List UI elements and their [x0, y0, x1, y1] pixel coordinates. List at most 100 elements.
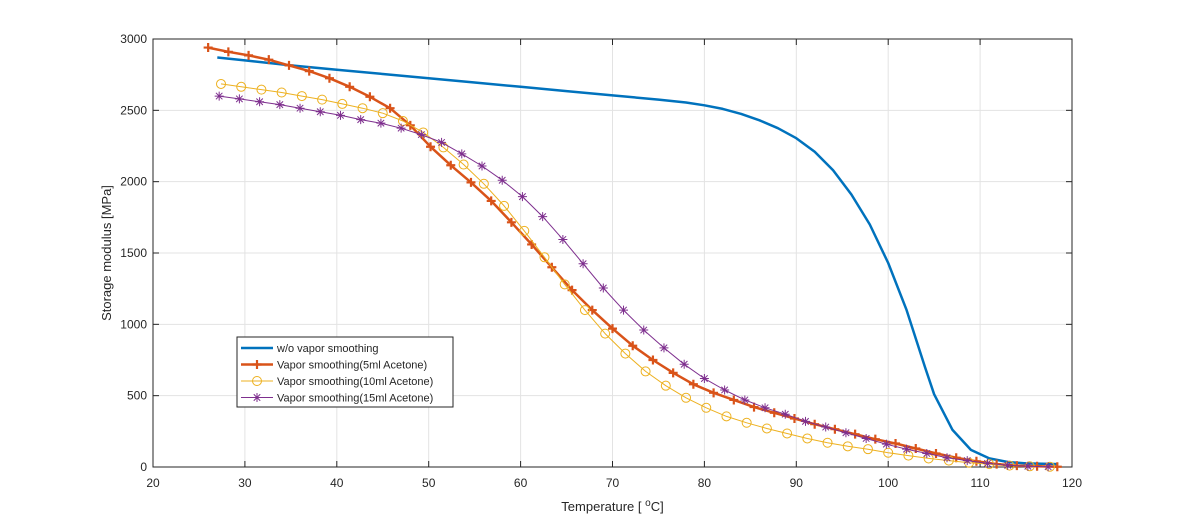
data-point — [416, 130, 426, 140]
data-point — [620, 348, 631, 359]
data-point — [701, 402, 712, 413]
legend-entry: Vapor smoothing(5ml Acetone) — [241, 360, 427, 372]
data-point — [457, 149, 467, 159]
data-point — [437, 137, 447, 147]
data-point — [244, 50, 254, 60]
data-point — [223, 47, 233, 57]
data-point — [497, 175, 507, 185]
data-point — [640, 366, 651, 377]
data-point — [861, 433, 871, 443]
data-point — [729, 395, 739, 405]
data-point — [870, 434, 880, 444]
data-point — [931, 448, 941, 458]
data-point — [365, 92, 375, 102]
data-point — [648, 355, 658, 365]
data-point — [234, 94, 244, 104]
data-point — [396, 123, 406, 133]
data-point — [598, 283, 608, 293]
data-point — [802, 433, 813, 444]
x-axis-label-main: Temperature [ — [561, 499, 645, 514]
data-point — [519, 225, 530, 236]
data-point — [841, 428, 851, 438]
y-tick-label: 1500 — [120, 246, 147, 260]
legend-entry: Vapor smoothing(15ml Acetone) — [241, 393, 433, 405]
data-point — [559, 279, 570, 290]
legend-label: Vapor smoothing(10ml Acetone) — [277, 376, 433, 388]
legend-label: w/o vapor smoothing — [276, 343, 379, 355]
data-point — [600, 328, 611, 339]
data-point — [304, 66, 314, 76]
data-point — [284, 60, 294, 70]
data-point — [486, 196, 496, 206]
data-point — [982, 458, 992, 468]
data-point — [466, 177, 476, 187]
data-point — [335, 110, 345, 120]
data-point — [721, 411, 732, 422]
data-point — [1003, 460, 1013, 470]
tick-layer: 20 30 40 50 60 70 80 90 100 110 120 0 500 1000 1500 200… — [120, 32, 1082, 490]
x-tick-label: 40 — [330, 476, 344, 490]
data-point — [276, 87, 287, 98]
x-tick-label: 110 — [971, 476, 990, 490]
data-point — [659, 343, 669, 353]
data-point — [619, 305, 629, 315]
x-tick-label: 120 — [1062, 476, 1082, 490]
x-tick-label: 20 — [146, 476, 160, 490]
y-tick-label: 2000 — [120, 175, 147, 189]
data-point — [962, 456, 972, 466]
x-axis-label-end: C] — [651, 499, 664, 514]
series-layer — [203, 43, 1062, 472]
data-point — [679, 359, 689, 369]
legend-entry: Vapor smoothing(10ml Acetone) — [241, 376, 433, 388]
data-point — [317, 94, 328, 105]
legend-label: Vapor smoothing(5ml Acetone) — [277, 360, 427, 372]
legend-entry: w/o vapor smoothing — [241, 343, 379, 355]
data-point — [214, 91, 224, 101]
data-point — [922, 448, 932, 458]
data-point — [296, 91, 307, 102]
data-point — [275, 100, 285, 110]
y-tick-label: 0 — [140, 460, 147, 474]
series-3 — [216, 78, 1055, 472]
data-point — [385, 103, 395, 113]
data-point — [822, 437, 833, 448]
legend-label: Vapor smoothing(15ml Acetone) — [277, 393, 433, 405]
series-line — [219, 95, 1049, 468]
y-tick-label: 500 — [127, 389, 147, 403]
data-point — [376, 118, 386, 128]
y-axis-label: Storage modulus [MPa] — [99, 185, 114, 321]
data-point — [578, 259, 588, 269]
series-line — [220, 83, 1050, 468]
data-point — [256, 84, 267, 95]
data-point — [1023, 461, 1033, 471]
series-1 — [217, 56, 1059, 466]
data-point — [942, 453, 952, 463]
data-point — [761, 423, 772, 434]
data-point — [579, 305, 590, 316]
data-point — [324, 73, 334, 83]
data-point — [699, 374, 709, 384]
data-point — [800, 416, 810, 426]
data-point — [883, 447, 894, 458]
data-point — [458, 159, 469, 170]
series-line — [217, 56, 1059, 466]
x-tick-label: 90 — [790, 476, 804, 490]
data-point — [377, 108, 388, 119]
series-4 — [214, 91, 1053, 472]
data-point — [782, 428, 793, 439]
data-point — [477, 161, 487, 171]
data-point — [780, 409, 790, 419]
data-point — [842, 441, 853, 452]
x-tick-label: 50 — [422, 476, 436, 490]
data-point — [668, 368, 678, 378]
data-point — [881, 439, 891, 449]
data-point — [709, 388, 719, 398]
data-point — [203, 43, 213, 53]
data-point — [517, 192, 527, 202]
data-point — [628, 341, 638, 351]
y-tick-label: 3000 — [120, 32, 147, 46]
data-point — [356, 115, 366, 125]
data-point — [951, 453, 961, 463]
